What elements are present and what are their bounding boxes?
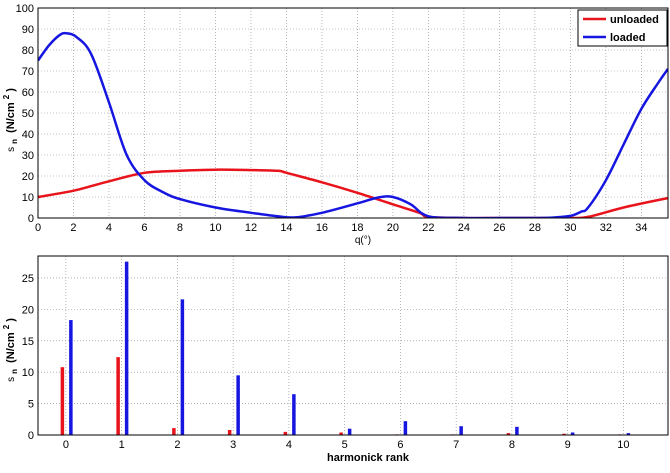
top-x-tick-label: 2: [70, 222, 76, 234]
bottom-y-tick-label: 5: [28, 399, 34, 411]
top-y-tick-label: 60: [22, 87, 34, 99]
svg-text:s n (N/cm: s n (N/cm 2 ): [0, 88, 20, 152]
legend-label-loaded: loaded: [610, 32, 645, 44]
bottom-ylabel-superscript: 2: [2, 324, 11, 329]
bottom-x-tick-label: 10: [617, 439, 629, 451]
top-y-axis-label: s n (N/cm 2 ): [0, 88, 20, 152]
top-line-chart: 0 2 4 6 8 10 12 14 16 18 20 22 24 26 28 30 32 34010203040…: [0, 3, 669, 246]
bottom-y-tick-label: 25: [22, 273, 34, 285]
bottom-x-tick-label: 8: [509, 439, 515, 451]
bottom-y-tick-label: 15: [22, 336, 34, 348]
bar-unloaded-2: [172, 428, 176, 435]
series-line-unloaded: [38, 168, 668, 218]
top-x-tick-label: 34: [635, 222, 647, 234]
top-y-tick-label: 40: [22, 129, 34, 141]
bottom-x-tick-label: 0: [63, 439, 69, 451]
bar-unloaded-3: [227, 429, 232, 435]
bottom-x-tick-label: 5: [342, 439, 348, 451]
bottom-x-axis-label: harmonick rank: [327, 452, 410, 464]
top-ylabel-superscript: 2: [2, 94, 11, 99]
bottom-ylabel-subscript: n: [10, 369, 19, 374]
legend-label-unloaded: unloaded: [610, 14, 659, 26]
top-x-tick-label: 6: [141, 222, 147, 234]
bottom-y-axis-label: s n (N/cm 2 ): [0, 318, 20, 382]
top-y-tick-label: 0: [28, 213, 34, 225]
bar-loaded-1: [124, 261, 129, 435]
bottom-x-tick-label: 1: [119, 439, 125, 451]
top-series: [38, 31, 668, 218]
bottom-x-tick-label: 3: [230, 439, 236, 451]
top-x-tick-label: 22: [422, 222, 434, 234]
bottom-bar-chart: 0 5 10 15 20 25 0 1 2 3 4 5 6 7 8 9 10 harmonick rank s …: [0, 255, 669, 464]
bar-loaded-9: [570, 432, 575, 435]
top-x-tick-label: 4: [106, 222, 112, 234]
series-line-loaded: [38, 31, 668, 218]
bar-loaded-8: [515, 426, 519, 435]
top-x-tick-label: 30: [564, 222, 576, 234]
bottom-ticks: 0 5 10 15 20 25 0 1 2 3 4 5 6 7 8 9 10: [22, 273, 630, 451]
svg-text:s n (N/cm: s n (N/cm 2 ): [0, 318, 20, 382]
top-x-tick-label: 10: [209, 222, 221, 234]
bottom-y-tick-label: 10: [22, 367, 34, 379]
bar-unloaded-1: [116, 357, 120, 435]
top-ylabel-symbol: s: [6, 147, 17, 152]
legend-box: [577, 9, 668, 47]
top-y-tick-label: 80: [22, 45, 34, 57]
bottom-ylabel-close: ): [5, 318, 17, 322]
bottom-bars: [60, 261, 631, 435]
top-y-tick-label: 100: [16, 3, 34, 15]
bottom-x-tick-label: 7: [453, 439, 459, 451]
bar-unloaded-5: [339, 432, 343, 435]
bar-loaded-2: [180, 299, 185, 435]
legend: unloaded loaded: [577, 9, 668, 47]
bar-loaded-0: [69, 320, 73, 435]
bottom-y-tick-label: 0: [28, 430, 34, 442]
top-y-tick-label: 10: [22, 192, 34, 204]
top-ylabel-subscript: n: [10, 139, 19, 144]
top-x-tick-label: 20: [387, 222, 399, 234]
top-x-tick-label: 26: [493, 222, 505, 234]
bar-loaded-10: [626, 433, 631, 435]
top-y-tick-label: 90: [22, 24, 34, 36]
bottom-ylabel-unit: (N/cm: [5, 332, 17, 363]
bar-loaded-6: [403, 421, 408, 435]
top-x-tick-label: 12: [245, 222, 257, 234]
top-ylabel-unit: (N/cm: [5, 102, 17, 133]
bar-loaded-5: [347, 428, 352, 435]
bottom-x-tick-label: 6: [397, 439, 403, 451]
top-y-tick-label: 50: [22, 108, 34, 120]
bar-loaded-7: [459, 426, 463, 435]
bar-loaded-3: [236, 375, 240, 435]
bar-loaded-4: [292, 394, 296, 435]
top-x-axis-label: q(°): [355, 235, 371, 246]
top-x-tick-label: 8: [177, 222, 183, 234]
top-x-tick-label: 18: [351, 222, 363, 234]
bottom-plot-frame: [37, 255, 669, 436]
bottom-ylabel-symbol: s: [6, 377, 17, 382]
bar-unloaded-0: [60, 367, 65, 435]
top-y-tick-label: 30: [22, 150, 34, 162]
top-x-tick-label: 0: [35, 222, 41, 234]
top-grid: [37, 7, 668, 219]
top-x-tick-label: 28: [529, 222, 541, 234]
bar-unloaded-8: [506, 433, 511, 435]
bottom-x-tick-label: 2: [174, 439, 180, 451]
top-x-tick-label: 16: [316, 222, 328, 234]
bottom-x-tick-label: 9: [565, 439, 571, 451]
bottom-x-tick-label: 4: [286, 439, 292, 451]
top-y-tick-label: 20: [22, 171, 34, 183]
top-y-tick-label: 70: [22, 66, 34, 78]
top-x-tick-label: 32: [600, 222, 612, 234]
top-ticks: 0 2 4 6 8 10 12 14 16 18 20 22 24 26 28 30 32 34010203040…: [16, 3, 648, 234]
bar-unloaded-4: [283, 431, 288, 435]
top-x-tick-label: 24: [458, 222, 470, 234]
bottom-y-tick-label: 20: [22, 304, 34, 316]
top-x-tick-label: 14: [280, 222, 292, 234]
top-plot-frame: [37, 7, 669, 219]
bar-unloaded-9: [562, 433, 566, 435]
top-ylabel-close: ): [5, 88, 17, 92]
